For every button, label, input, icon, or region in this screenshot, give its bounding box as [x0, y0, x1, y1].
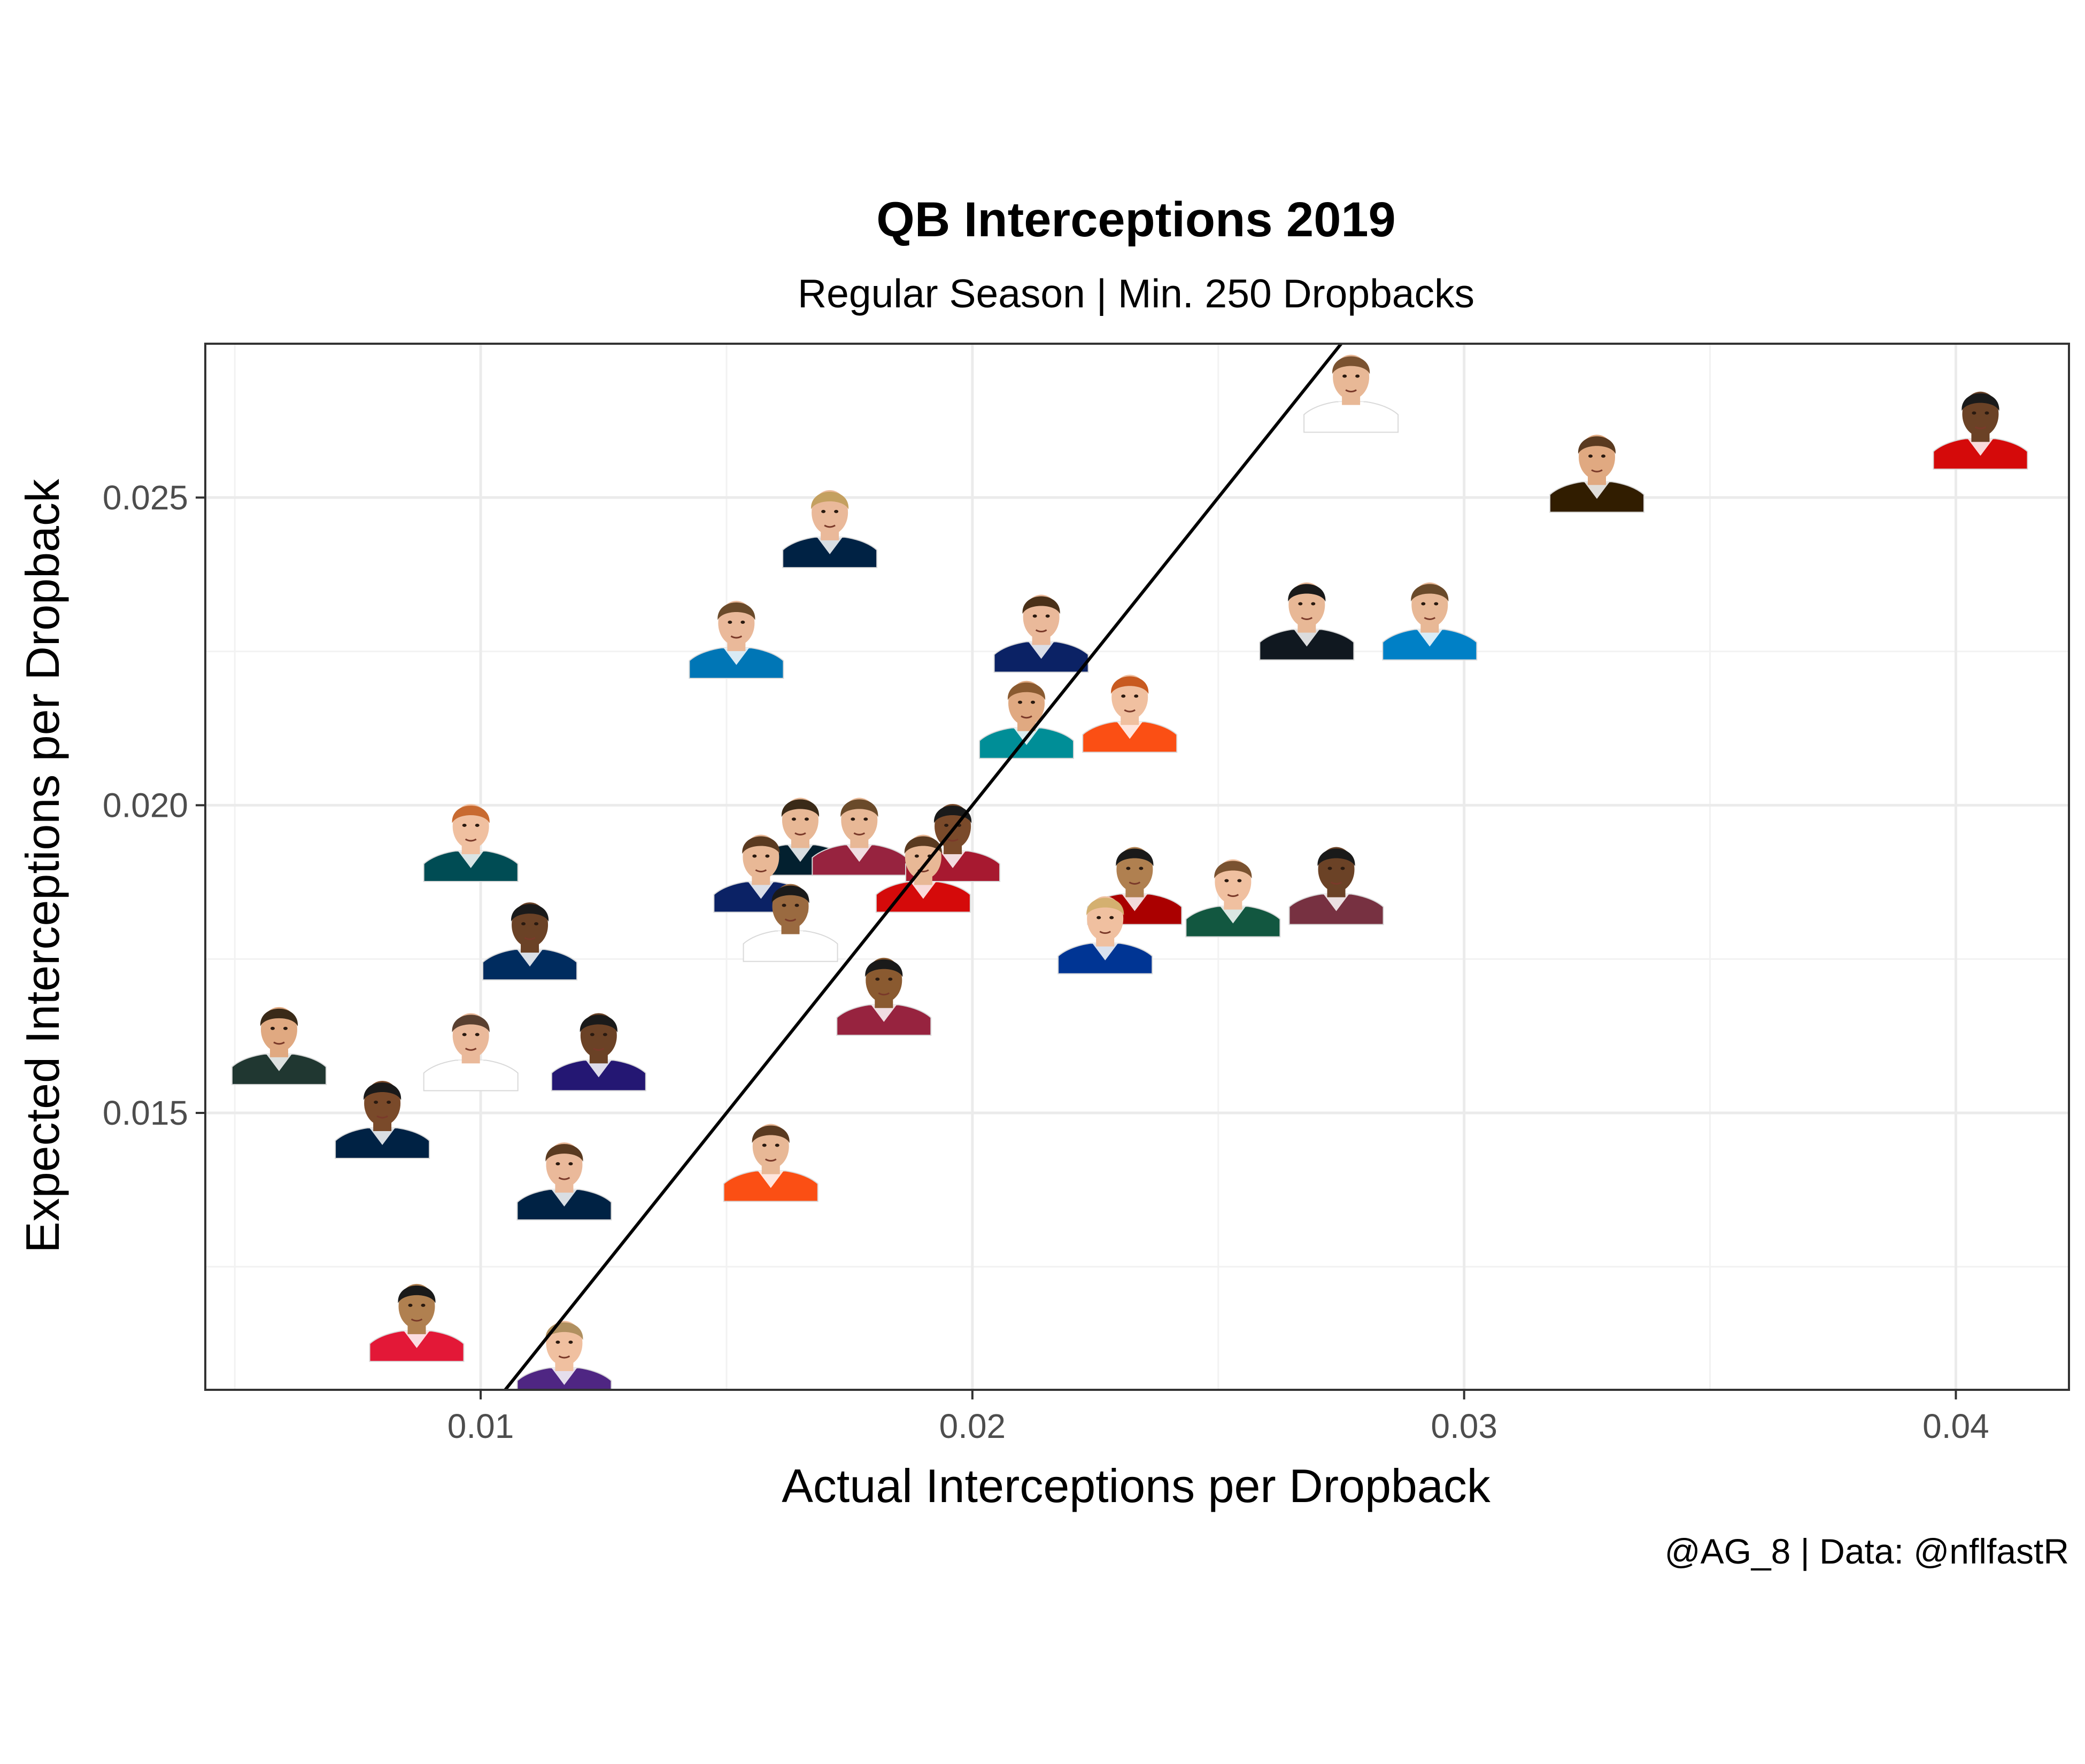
- x-tick-label: 0.03: [1431, 1407, 1497, 1445]
- player-headshot-point: [423, 803, 519, 882]
- y-axis-title: Expected Interceptions per Dropback: [16, 478, 69, 1253]
- player-headshot-point: [423, 1013, 519, 1092]
- player-headshot-point: [1259, 582, 1355, 661]
- player-headshot-point: [1549, 435, 1645, 513]
- x-axis-title: Actual Interceptions per Dropback: [782, 1459, 1491, 1512]
- y-axis: 0.015 0.020 0.025: [103, 478, 205, 1132]
- player-headshot-point: [723, 1124, 818, 1202]
- points-layer: [231, 354, 2028, 1390]
- player-headshot-point: [516, 1142, 612, 1221]
- y-tick-label: 0.015: [103, 1094, 188, 1132]
- player-headshot-point: [1288, 847, 1384, 925]
- player-headshot-point: [482, 902, 578, 981]
- player-headshot-point: [231, 1007, 327, 1085]
- caption: @AG_8 | Data: @nflfastR: [1665, 1531, 2069, 1571]
- player-headshot-point: [782, 490, 878, 568]
- x-tick-label: 0.04: [1922, 1407, 1989, 1445]
- chart-title: QB Interceptions 2019: [876, 192, 1395, 247]
- player-headshot-point: [369, 1283, 465, 1362]
- chart-subtitle: Regular Season | Min. 250 Dropbacks: [798, 271, 1474, 316]
- plot-border: [204, 343, 2070, 1391]
- y-tick-label: 0.025: [103, 478, 188, 517]
- y-tick-label: 0.020: [103, 786, 188, 824]
- player-headshot-point: [812, 798, 907, 876]
- player-headshot-point: [551, 1013, 646, 1092]
- player-headshot-point: [1082, 675, 1178, 753]
- player-headshot-point: [1185, 859, 1281, 938]
- player-headshot-point: [836, 957, 932, 1036]
- player-headshot-point: [1933, 391, 2028, 470]
- player-headshot-point: [1303, 354, 1399, 433]
- player-headshot-point: [689, 601, 784, 679]
- player-headshot-point: [335, 1080, 430, 1159]
- x-tick-label: 0.02: [939, 1407, 1006, 1445]
- player-headshot-point: [516, 1320, 612, 1390]
- player-headshot-point: [875, 834, 971, 913]
- x-axis: 0.01 0.02 0.03 0.04: [447, 1390, 1989, 1445]
- player-headshot-point: [1382, 582, 1478, 661]
- player-headshot-point: [993, 594, 1089, 673]
- reference-line-layer: [503, 344, 1343, 1390]
- x-tick-label: 0.01: [447, 1407, 514, 1445]
- player-headshot-point: [1057, 896, 1153, 974]
- grid-major-lines: [205, 344, 2069, 1390]
- reference-line: [503, 344, 1343, 1390]
- player-headshot-point: [743, 884, 838, 962]
